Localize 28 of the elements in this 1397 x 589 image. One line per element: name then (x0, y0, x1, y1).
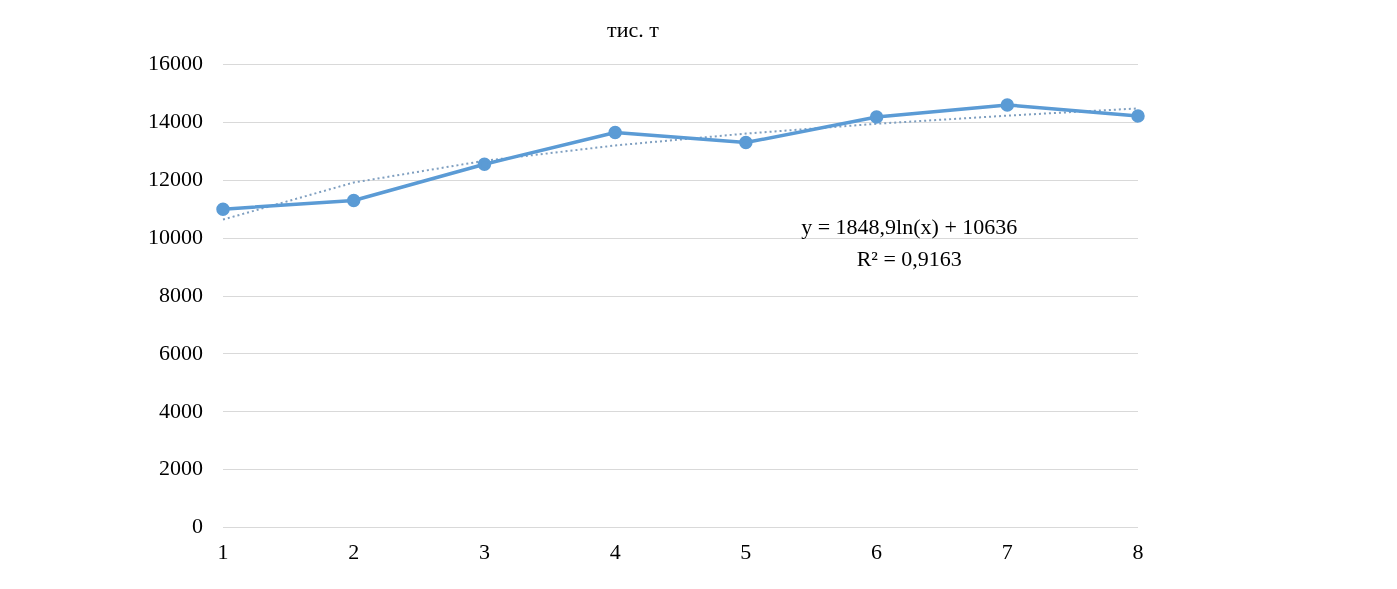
y-tick-label: 10000 (148, 223, 203, 249)
x-tick-label: 3 (478, 538, 490, 564)
y-tick-label: 6000 (159, 339, 203, 365)
point (1000, 98, 1015, 112)
y-tick-label: 8000 (159, 281, 203, 307)
x-tick-label: 6 (871, 538, 883, 564)
y-tick-label: 2000 (159, 455, 203, 481)
y-tick-label: 16000 (148, 50, 203, 76)
chart-title: тис. т (607, 16, 660, 42)
y-tick-label: 0 (192, 513, 203, 539)
x-tick-label: 7 (1001, 538, 1013, 564)
annotation: y = 1848,9ln(x) + 10636 (801, 214, 1018, 240)
y-tick-label: 12000 (148, 165, 203, 191)
x-tick-label: 1 (217, 538, 229, 564)
x-tick-label: 2 (348, 538, 360, 564)
point (1131, 109, 1145, 123)
x-tick-label: 8 (1132, 538, 1144, 564)
y-tick-label: 4000 (159, 397, 203, 423)
point (346, 193, 361, 208)
point (608, 125, 622, 140)
point (869, 110, 884, 124)
point (477, 157, 492, 172)
x-tick-label: 4 (609, 538, 621, 564)
annotation: R² = 0,9163 (856, 246, 962, 272)
y-tick-label: 14000 (148, 108, 203, 134)
point (739, 135, 753, 150)
point (216, 202, 230, 216)
x-tick-label: 5 (740, 538, 752, 564)
